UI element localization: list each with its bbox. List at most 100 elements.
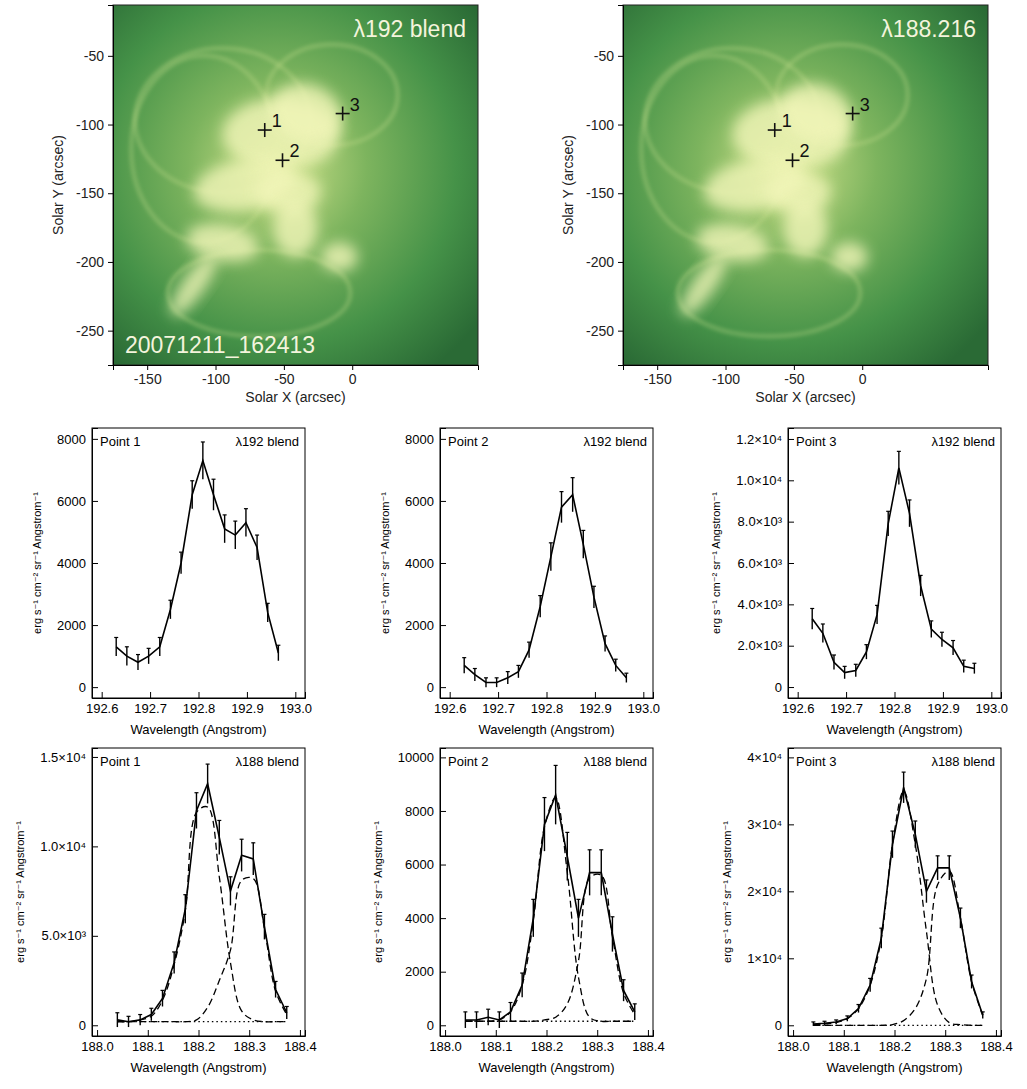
series-line	[116, 461, 278, 663]
figure: 123-150-100-500-250-200-150-100-50Solar …	[0, 0, 1027, 1089]
error-bar-line	[892, 831, 893, 858]
error-bar	[475, 1012, 479, 1028]
axis-line	[441, 749, 447, 1037]
tick-mark	[895, 692, 896, 698]
panel-subtitle: λ192 blend	[931, 434, 995, 449]
tick-mark	[92, 1025, 98, 1026]
error-bar	[251, 843, 255, 875]
x-axis: 188.0188.1188.2188.3188.4	[429, 1030, 664, 1054]
error-bar-line	[116, 637, 117, 656]
error-bar-line	[812, 608, 813, 629]
error-bar	[542, 798, 546, 852]
tick-mark	[943, 692, 944, 698]
error-bar-cap	[201, 441, 205, 442]
error-bar-cap	[821, 623, 825, 624]
tick: 3×10⁴	[747, 817, 794, 832]
axis-line	[789, 429, 795, 699]
tick-label: 10000	[398, 750, 434, 765]
tick-mark	[92, 501, 98, 502]
error-bar-cap	[592, 586, 596, 587]
tick: 188.4	[284, 1030, 317, 1054]
error-bar-cap	[486, 1009, 490, 1010]
tick-label: 1.0×10⁴	[736, 473, 782, 488]
tick: -250	[76, 323, 113, 339]
x-axis: 192.6192.7192.8192.9193.0	[782, 692, 1008, 716]
error-bar-cap	[251, 842, 255, 843]
spectrum-panel: 188.0188.1188.2188.3188.4020004000600080…	[372, 748, 665, 1075]
x-axis-title: Solar X (arcsec)	[245, 389, 345, 405]
error-bar	[592, 586, 596, 608]
axis-line	[93, 1030, 306, 1037]
panel-subtitle: λ188 blend	[583, 754, 647, 769]
tick-mark	[108, 331, 113, 332]
error-bar	[486, 1009, 490, 1025]
error-bar	[972, 663, 976, 673]
tick-label: 188.3	[233, 1039, 266, 1054]
error-bar-cap	[972, 663, 976, 664]
error-bar-cap	[811, 1021, 815, 1022]
tick-mark	[92, 936, 98, 937]
error-bar-line	[572, 478, 573, 512]
tick-mark	[788, 439, 794, 440]
error-bar-line	[137, 655, 138, 671]
tick-label: 2000	[405, 964, 434, 979]
map-panel: 123-150-100-500-250-200-150-100-50Solar …	[560, 5, 988, 405]
tick-mark	[788, 687, 794, 688]
series-line	[117, 784, 286, 1022]
tick-label: 193.0	[280, 701, 313, 716]
error-bar-cap	[823, 1021, 827, 1022]
error-bar-cap	[172, 951, 176, 952]
error-bar	[581, 530, 585, 558]
tick-mark	[793, 1030, 794, 1036]
error-bar-line	[278, 645, 279, 661]
error-bar-line	[589, 850, 590, 896]
tick-label: 188.4	[284, 1039, 317, 1054]
error-bar	[147, 648, 151, 664]
series-line	[117, 1021, 286, 1022]
error-bar-cap	[495, 677, 499, 678]
tick: 192.7	[134, 692, 167, 716]
error-bar-cap	[576, 899, 580, 900]
tick-mark	[284, 365, 285, 370]
image-texture	[674, 250, 733, 322]
error-bar-line	[866, 645, 867, 659]
error-bar-cap	[179, 552, 183, 553]
x-axis: -150-100-500	[114, 365, 479, 387]
error-bar-line	[213, 479, 214, 510]
error-bar-cap	[463, 1011, 467, 1012]
tick-label: 0	[775, 680, 782, 695]
error-bar-line	[202, 442, 203, 479]
tick-mark	[216, 365, 217, 370]
error-bar	[571, 478, 575, 512]
error-bar-cap	[217, 820, 221, 821]
plot-frame	[113, 5, 478, 365]
image-texture	[164, 250, 223, 322]
error-bar	[886, 511, 890, 536]
tick-label: 192.7	[830, 701, 863, 716]
panel-subtitle: λ188 blend	[235, 754, 299, 769]
tick-mark	[108, 56, 113, 57]
tick: 6000	[405, 857, 446, 872]
tick-mark	[445, 1030, 446, 1036]
x-axis-title: Wavelength (Angstrom)	[826, 722, 962, 737]
image-background	[113, 5, 478, 365]
error-bar-cap	[622, 979, 626, 980]
image-texture	[772, 73, 860, 152]
tick-mark	[199, 692, 200, 698]
error-bar-line	[507, 672, 508, 684]
cross-v	[792, 153, 794, 167]
error-bar-line	[578, 899, 579, 937]
tick-label: -100	[76, 117, 104, 133]
error-bar-line	[207, 764, 208, 803]
error-bar-line	[937, 856, 938, 880]
tick-mark	[440, 918, 446, 919]
tick: 2000	[57, 618, 98, 633]
tick-mark	[788, 958, 794, 959]
tick: 0	[349, 365, 357, 387]
error-bar-cap	[614, 659, 618, 660]
error-bar-line	[253, 843, 254, 875]
tick-mark	[991, 692, 992, 698]
error-bar-cap	[810, 608, 814, 609]
error-bar-cap	[255, 534, 259, 535]
y-axis: 01×10⁴2×10⁴3×10⁴4×10⁴	[747, 749, 794, 1037]
